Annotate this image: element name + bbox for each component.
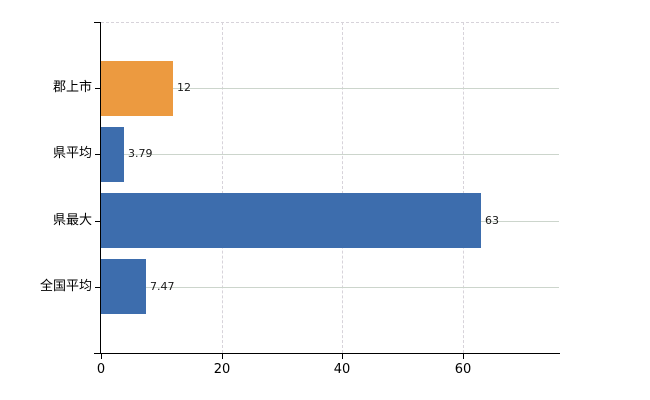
y-axis-boundary-tick <box>94 22 100 23</box>
bar-value-label: 63 <box>485 214 499 227</box>
bar-4 <box>101 259 146 314</box>
bar-1 <box>101 61 173 116</box>
bar-2 <box>101 127 124 182</box>
category-label: 郡上市 <box>52 80 92 95</box>
x-axis-tick <box>101 353 102 359</box>
x-axis-tick-label: 0 <box>96 362 106 377</box>
x-axis-tick-label: 60 <box>454 362 472 377</box>
horizontal-gridline <box>101 88 559 89</box>
x-axis-line <box>100 353 560 354</box>
x-axis-tick-label: 20 <box>213 362 231 377</box>
bar-value-label: 7.47 <box>150 280 175 293</box>
y-axis-tick <box>95 88 100 89</box>
y-axis-tick <box>95 221 100 222</box>
vertical-gridline <box>462 22 464 353</box>
x-axis-tick <box>222 353 223 359</box>
category-label: 県平均 <box>52 146 92 161</box>
horizontal-gridline <box>101 154 559 155</box>
category-label: 県最大 <box>52 213 92 228</box>
x-axis-tick <box>463 353 464 359</box>
category-label: 全国平均 <box>39 279 92 294</box>
x-axis-tick-label: 40 <box>333 362 351 377</box>
bar-value-label: 12 <box>177 81 191 94</box>
vertical-gridline <box>342 22 344 353</box>
y-axis-boundary-tick <box>94 353 100 354</box>
y-axis-tick <box>95 154 100 155</box>
bar-3 <box>101 193 481 248</box>
horizontal-gridline <box>101 287 559 288</box>
vertical-gridline <box>221 22 223 353</box>
y-axis-line <box>100 22 101 354</box>
plot-top-border <box>101 22 559 23</box>
bar-value-label: 3.79 <box>128 147 153 160</box>
x-axis-tick <box>342 353 343 359</box>
y-axis-tick <box>95 287 100 288</box>
